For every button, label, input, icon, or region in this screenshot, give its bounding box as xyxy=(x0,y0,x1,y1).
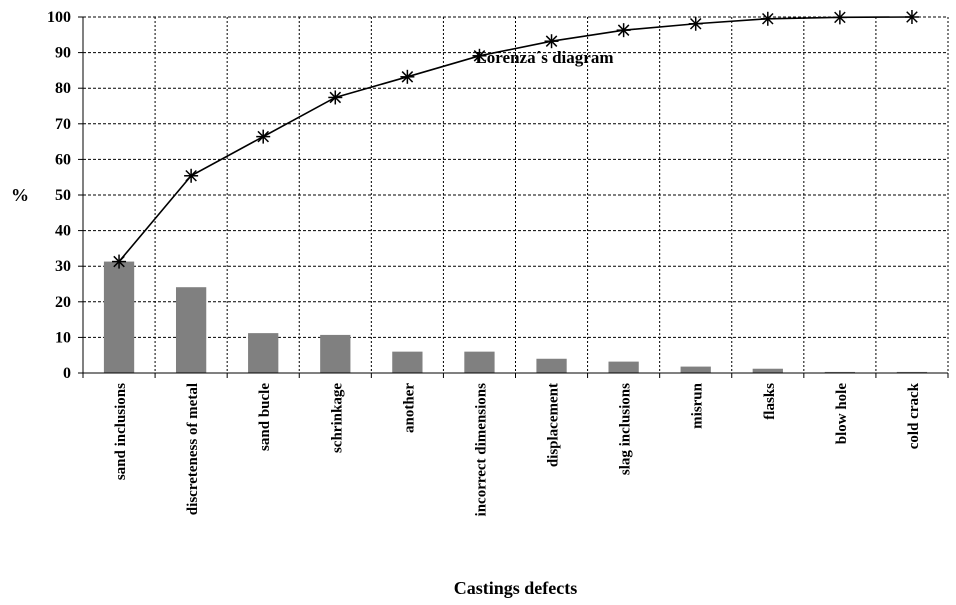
line-point xyxy=(184,168,199,183)
bar xyxy=(536,358,567,373)
y-tick-label: 80 xyxy=(55,80,71,97)
y-tick-label: 60 xyxy=(55,151,71,168)
x-tick-label: sand inclusions xyxy=(113,383,129,480)
bars xyxy=(103,261,928,373)
x-tick-label: displacement xyxy=(546,383,562,467)
y-tick-label: 90 xyxy=(55,45,71,62)
y-tick-label: 10 xyxy=(55,329,71,346)
grid xyxy=(83,16,949,373)
bar xyxy=(896,371,928,373)
bar xyxy=(752,368,783,373)
bar xyxy=(392,351,423,373)
bar xyxy=(320,334,351,373)
y-tick-label: 30 xyxy=(55,258,71,275)
y-tick-label: 20 xyxy=(55,294,71,311)
line-point xyxy=(616,23,631,38)
bar xyxy=(464,351,495,373)
line-point xyxy=(328,90,343,105)
annotation-label: Lorenza´s diagram xyxy=(475,48,613,67)
axes xyxy=(78,16,949,378)
line-point xyxy=(472,48,487,63)
cumulative-line xyxy=(112,10,919,269)
line-point xyxy=(544,34,559,49)
x-tick-label: flasks xyxy=(762,383,778,420)
x-tick-label: incorrect dimensions xyxy=(473,383,489,517)
line-point xyxy=(112,254,127,269)
bar xyxy=(248,333,279,373)
bar xyxy=(608,361,639,373)
line-point xyxy=(256,129,271,144)
bar xyxy=(824,371,856,373)
line-point xyxy=(760,11,775,26)
x-tick-label: blow hole xyxy=(834,383,850,445)
line-point xyxy=(904,10,919,24)
y-tick-label: 70 xyxy=(55,116,71,133)
y-tick-label: 50 xyxy=(55,187,71,204)
x-tick-label: slag inclusions xyxy=(618,383,634,475)
y-tick-label: 100 xyxy=(47,9,71,26)
x-tick-label: cold crack xyxy=(906,382,922,449)
y-tick-label: 40 xyxy=(55,223,71,240)
line-point xyxy=(688,16,703,31)
y-axis-title: % xyxy=(11,185,29,205)
bar xyxy=(103,261,135,373)
labels: 0 10 20 30 40 50 60 70 80 90 100 sand inclusions dis… xyxy=(11,9,922,598)
x-tick-label: sand bucle xyxy=(257,383,273,451)
x-tick-label: discreteness of metal xyxy=(185,383,201,515)
line-path xyxy=(118,16,912,263)
x-axis-title: Castings defects xyxy=(454,578,578,598)
line-point xyxy=(832,10,847,25)
bar xyxy=(680,366,711,373)
x-tick-label: misrun xyxy=(690,382,706,429)
x-tick-label: another xyxy=(401,383,417,433)
bar xyxy=(175,287,207,373)
line-point xyxy=(400,69,415,84)
x-tick-label: schrinkage xyxy=(329,383,345,453)
y-tick-label: 0 xyxy=(63,365,71,382)
